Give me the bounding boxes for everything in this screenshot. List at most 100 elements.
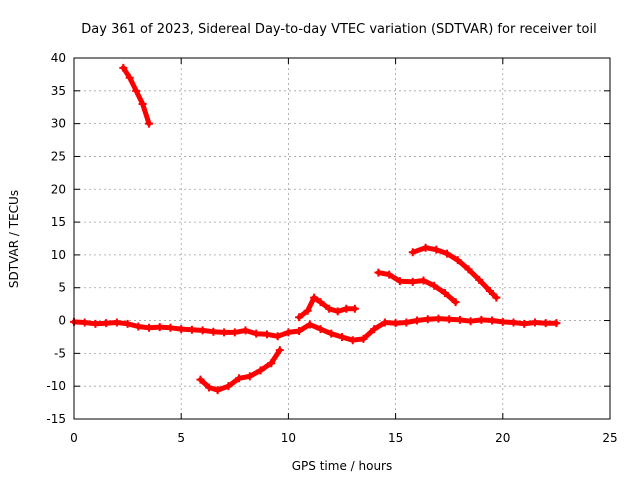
data-point <box>230 328 239 337</box>
data-point <box>374 268 383 277</box>
data-point <box>520 319 529 328</box>
series-line <box>120 65 152 127</box>
data-point <box>198 326 207 335</box>
data-point <box>205 383 214 392</box>
series-baseline <box>70 314 561 345</box>
data-point <box>530 318 539 327</box>
data-point <box>434 314 443 323</box>
data-point <box>453 256 462 265</box>
data-point <box>310 293 319 302</box>
data-point <box>241 326 250 335</box>
series-arc-dip <box>196 346 284 395</box>
data-point <box>284 328 293 337</box>
plot-frame <box>73 57 611 420</box>
data-point <box>342 304 351 313</box>
data-point <box>408 248 417 257</box>
data-point <box>213 386 222 395</box>
data-point <box>138 99 147 108</box>
data-point <box>333 307 342 316</box>
y-tick-label: 30 <box>51 117 66 131</box>
data-point <box>125 73 134 82</box>
data-point <box>102 319 111 328</box>
data-point <box>177 325 186 334</box>
data-point <box>413 316 422 325</box>
data-point <box>196 375 205 384</box>
axis-ticks: 0 5 10 15 20 25 -15 -10 -5 0 5 10 15 20 25 30 35 40 <box>46 51 617 445</box>
data-point <box>166 323 175 332</box>
data-point <box>443 249 452 258</box>
y-tick-label: 15 <box>51 215 66 229</box>
data-point <box>419 276 428 285</box>
data-point <box>80 318 89 327</box>
x-tick-label: 20 <box>495 431 510 445</box>
data-point <box>370 325 379 334</box>
data-point <box>541 319 550 328</box>
data-point <box>91 319 100 328</box>
grid <box>74 58 610 419</box>
data-point <box>252 329 261 338</box>
data-point <box>316 325 325 334</box>
data-point <box>327 329 336 338</box>
data-point <box>485 287 494 296</box>
y-tick-label: 20 <box>51 182 66 196</box>
y-tick-label: 0 <box>58 314 66 328</box>
data-point <box>488 316 497 325</box>
data-point <box>430 281 439 290</box>
y-tick-label: 10 <box>51 248 66 262</box>
data-point <box>423 315 432 324</box>
data-point <box>445 315 454 324</box>
x-tick-label: 0 <box>70 431 78 445</box>
data-point <box>380 318 389 327</box>
data-point <box>492 293 501 302</box>
series-arc-16 <box>408 243 501 302</box>
data-point <box>464 265 473 274</box>
data-point <box>509 318 518 327</box>
data-point <box>155 323 164 332</box>
series-bump-11 <box>295 293 359 322</box>
data-point <box>350 304 359 313</box>
series-line <box>198 347 283 393</box>
data-point <box>245 372 254 381</box>
data-point <box>402 318 411 327</box>
data-point <box>303 306 312 315</box>
data-point <box>466 317 475 326</box>
y-tick-label: -10 <box>46 379 66 393</box>
series-arc-14 <box>374 268 460 307</box>
y-tick-label: 5 <box>58 281 66 295</box>
y-tick-label: -5 <box>54 346 66 360</box>
data-point <box>187 325 196 334</box>
data-point <box>432 245 441 254</box>
data-point <box>421 243 430 252</box>
data-point <box>145 323 154 332</box>
data-point <box>395 277 404 286</box>
x-tick-label: 15 <box>388 431 403 445</box>
data-point <box>305 320 314 329</box>
data-point <box>123 319 132 328</box>
data-point <box>295 313 304 322</box>
series-line <box>71 316 559 343</box>
data-point <box>338 332 346 341</box>
data-point <box>267 359 276 368</box>
data-point <box>440 288 449 297</box>
data-point <box>408 277 417 286</box>
x-axis-label: GPS time / hours <box>292 459 393 473</box>
data-point <box>455 315 464 324</box>
y-tick-label: -15 <box>46 412 66 426</box>
y-tick-label: 25 <box>51 149 66 163</box>
data-point <box>112 318 121 327</box>
data-point <box>275 346 284 355</box>
series-line <box>375 270 459 305</box>
data-point <box>262 330 271 339</box>
data-point <box>132 86 141 95</box>
data-point <box>359 334 368 343</box>
data-point <box>209 327 218 336</box>
data-point <box>295 327 304 336</box>
y-tick-label: 40 <box>51 51 66 65</box>
series-arc-early <box>119 63 154 128</box>
data-point <box>477 315 486 324</box>
data-point <box>224 382 233 391</box>
data-point <box>385 270 394 279</box>
data-series <box>70 63 561 395</box>
x-tick-label: 10 <box>281 431 296 445</box>
